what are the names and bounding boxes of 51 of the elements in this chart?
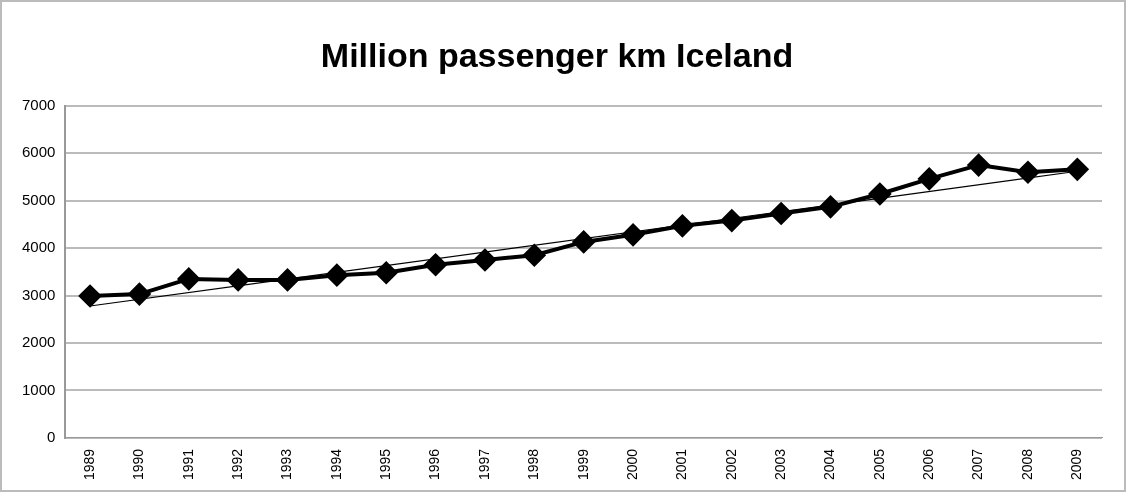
x-tick-label: 2005 bbox=[870, 448, 887, 481]
x-tick-label: 2001 bbox=[673, 448, 690, 481]
point bbox=[1066, 158, 1089, 181]
y-tick-label: 3000 bbox=[21, 285, 56, 303]
y-tick-label: 4000 bbox=[21, 238, 56, 256]
x-tick-label: 1997 bbox=[475, 448, 492, 481]
y-tick-label: 5000 bbox=[21, 190, 56, 208]
y-tick-label: 0 bbox=[47, 428, 56, 445]
point bbox=[128, 283, 151, 306]
x-tick-label: 1992 bbox=[229, 448, 245, 481]
point bbox=[276, 268, 299, 291]
point bbox=[227, 268, 250, 291]
x-tick-label: 1993 bbox=[278, 448, 295, 481]
y-tick-label: 6000 bbox=[21, 143, 56, 161]
point bbox=[819, 195, 842, 218]
x-tick-label: 2006 bbox=[920, 448, 937, 481]
point bbox=[622, 223, 645, 246]
point bbox=[967, 154, 990, 177]
point bbox=[79, 285, 102, 308]
x-tick-label: 2004 bbox=[821, 448, 838, 481]
x-tick-label: 2003 bbox=[772, 448, 788, 481]
x-tick-label: 1996 bbox=[426, 448, 443, 481]
point bbox=[770, 202, 793, 225]
x-tick-label: 2008 bbox=[1018, 448, 1035, 481]
point bbox=[868, 183, 891, 206]
y-tick-label: 7000 bbox=[21, 95, 56, 113]
x-tick-label: 1999 bbox=[574, 448, 591, 481]
point bbox=[572, 230, 595, 253]
x-tick-label: 1989 bbox=[80, 448, 97, 481]
x-tick-label: 2007 bbox=[969, 448, 986, 481]
x-tick-label: 1998 bbox=[525, 448, 542, 481]
point bbox=[1016, 161, 1039, 184]
point bbox=[671, 214, 694, 237]
x-tick-label: 1990 bbox=[130, 448, 147, 481]
x-tick-label: 2002 bbox=[722, 448, 739, 481]
point bbox=[720, 209, 743, 232]
x-tick-label: 1995 bbox=[377, 448, 394, 481]
chart-title: Million passenger km Iceland bbox=[320, 35, 794, 74]
point bbox=[325, 264, 348, 287]
y-tick-label: 2000 bbox=[21, 333, 56, 351]
x-tick-label: 1991 bbox=[179, 448, 196, 481]
x-tick-label: 1994 bbox=[327, 448, 344, 481]
point bbox=[523, 244, 546, 267]
point bbox=[473, 248, 496, 271]
point bbox=[424, 253, 447, 276]
point bbox=[918, 167, 941, 190]
point bbox=[177, 267, 200, 290]
x-tick-label: 2009 bbox=[1068, 448, 1085, 481]
x-tick-label: 2000 bbox=[623, 448, 640, 481]
y-tick-label: 1000 bbox=[21, 380, 56, 398]
point bbox=[375, 261, 398, 284]
